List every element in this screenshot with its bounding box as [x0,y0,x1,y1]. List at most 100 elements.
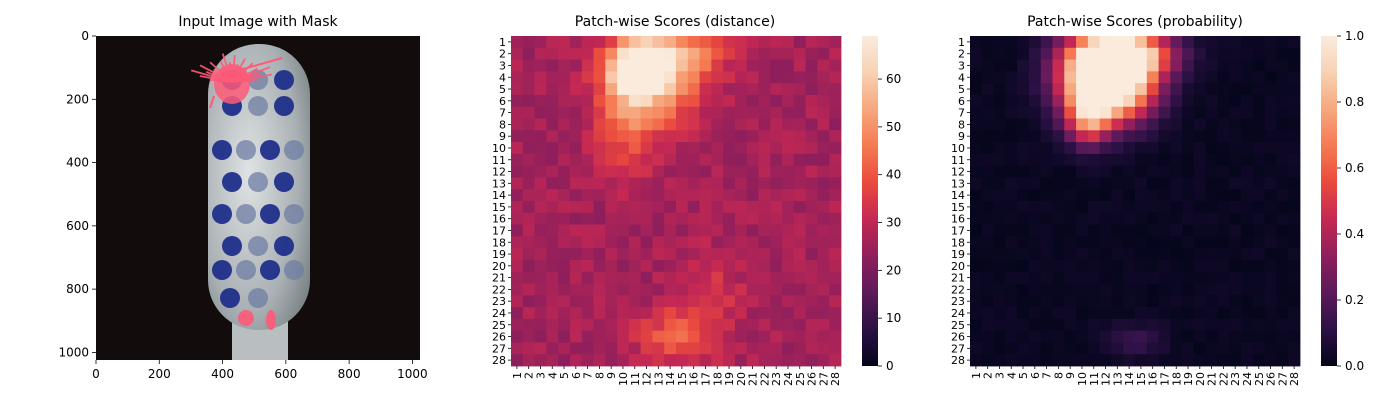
heatmap-cell [829,189,842,202]
heatmap-cell [1205,59,1218,72]
colorbar-tick-label: 60 [886,72,901,86]
heatmap-cell [1052,318,1065,332]
heatmap-cell [511,118,524,131]
heatmap-cell [581,130,594,143]
heatmap-cell [546,47,559,60]
heatmap-cell [758,259,771,273]
heatmap-cell [782,130,795,143]
heatmap-cell [1076,283,1089,296]
heatmap-cell [1205,330,1218,343]
heatmap-cell [1276,271,1289,284]
heatmap-cell [782,142,795,155]
heatmap-cell [687,106,700,119]
heatmap-cell [1087,295,1101,308]
heatmap-cell [770,189,783,202]
y-tick-label: 1 [499,36,506,49]
heatmap-cell [711,354,724,367]
heatmap-cell [1158,330,1171,343]
x-tick-label: 16 [688,372,701,386]
heatmap-cell [664,36,677,49]
y-tick-label: 7 [499,107,506,120]
heatmap-cell [605,153,618,167]
heatmap-cell [534,307,547,320]
x-tick-label: 3 [534,372,547,379]
heatmap-cell [711,248,724,261]
x-tick-label: 1000 [397,367,428,381]
heatmap-cell [1182,212,1195,225]
heatmap-cell [1005,142,1018,155]
heatmap-cell [558,47,571,60]
heatmap-cell [1111,47,1124,60]
heatmap-cell [652,59,665,72]
heatmap-cell [829,201,842,214]
heatmap-cell [605,318,618,332]
bristle-tuft [274,70,294,90]
heatmap-cell [1123,342,1136,355]
heatmap-cell [993,342,1006,355]
bristle-tuft [260,260,280,280]
x-tick-label: 7 [1041,372,1054,379]
heatmap-cell [758,130,771,143]
heatmap-cell [1064,94,1077,108]
heatmap-cell [676,153,689,167]
y-tick-label: 18 [951,236,965,249]
heatmap-cell [1087,47,1101,60]
heatmap-cell [1264,153,1277,167]
x-tick-label: 12 [1100,372,1113,386]
heatmap-cell [1028,59,1042,72]
heatmap-cell [1170,189,1183,202]
y-tick-label: 400 [66,156,89,170]
heatmap-cell [581,47,594,60]
heatmap-cell [1158,47,1171,60]
heatmap-cell [1028,295,1042,308]
heatmap-cell [652,94,665,108]
heatmap-cell [817,36,830,49]
heatmap-cell [793,177,807,190]
bristle-tuft [248,236,268,256]
heatmap-cell [569,130,583,143]
heatmap-cell [746,354,759,367]
heatmap-cell [1158,283,1171,296]
heatmap-cell [687,118,700,131]
bristle-tuft [284,260,304,280]
heatmap-cell [758,201,771,214]
heatmap-cell [1146,201,1159,214]
heatmap-cell [1158,71,1171,84]
y-tick-label: 4 [958,71,965,84]
heatmap-cell [1170,259,1183,273]
x-tick-label: 10 [617,372,630,386]
heatmap-cell [699,47,712,60]
heatmap-cell [558,59,571,72]
x-tick-label: 200 [148,367,171,381]
heatmap-cell [1017,36,1030,49]
heatmap-cell [1111,224,1124,237]
heatmap-cell [581,212,594,225]
heatmap-cell [1005,106,1018,119]
heatmap-cell [1076,236,1089,249]
heatmap-cell [782,212,795,225]
heatmap-cell [723,330,736,343]
heatmap-cell [522,189,535,202]
heatmap-cell [993,153,1006,167]
heatmap-cell [1252,165,1266,178]
heatmap-cell [676,189,689,202]
heatmap-cell [1005,259,1018,273]
heatmap-cell [1241,201,1254,214]
heatmap-cell [782,189,795,202]
heatmap-cell [1017,318,1030,332]
y-tick-label: 18 [492,236,506,249]
heatmap-cell [1005,177,1018,190]
bristle-tuft [260,140,280,160]
heatmap-cell [1276,248,1289,261]
heatmap-cell [1111,248,1124,261]
heatmap-cell [981,47,994,60]
heatmap-cell [699,224,712,237]
heatmap-cell [758,224,771,237]
heatmap-cell [1005,94,1018,108]
heatmap-cell [746,189,759,202]
y-tick-label: 14 [951,189,965,202]
y-tick-label: 19 [492,248,506,261]
heatmap-cell [1087,307,1101,320]
heatmap-cell [1028,259,1042,273]
heatmap-cell [805,189,818,202]
